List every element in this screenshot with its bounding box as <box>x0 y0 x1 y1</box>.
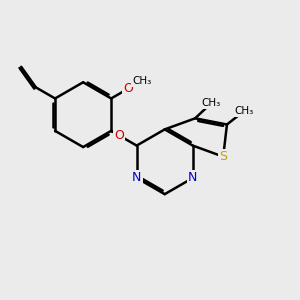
Text: S: S <box>219 150 227 163</box>
Text: CH₃: CH₃ <box>132 76 152 86</box>
Text: O: O <box>114 129 124 142</box>
Text: O: O <box>123 82 133 95</box>
Text: N: N <box>132 172 141 184</box>
Text: CH₃: CH₃ <box>235 106 254 116</box>
Text: CH₃: CH₃ <box>202 98 221 108</box>
Text: N: N <box>188 172 197 184</box>
